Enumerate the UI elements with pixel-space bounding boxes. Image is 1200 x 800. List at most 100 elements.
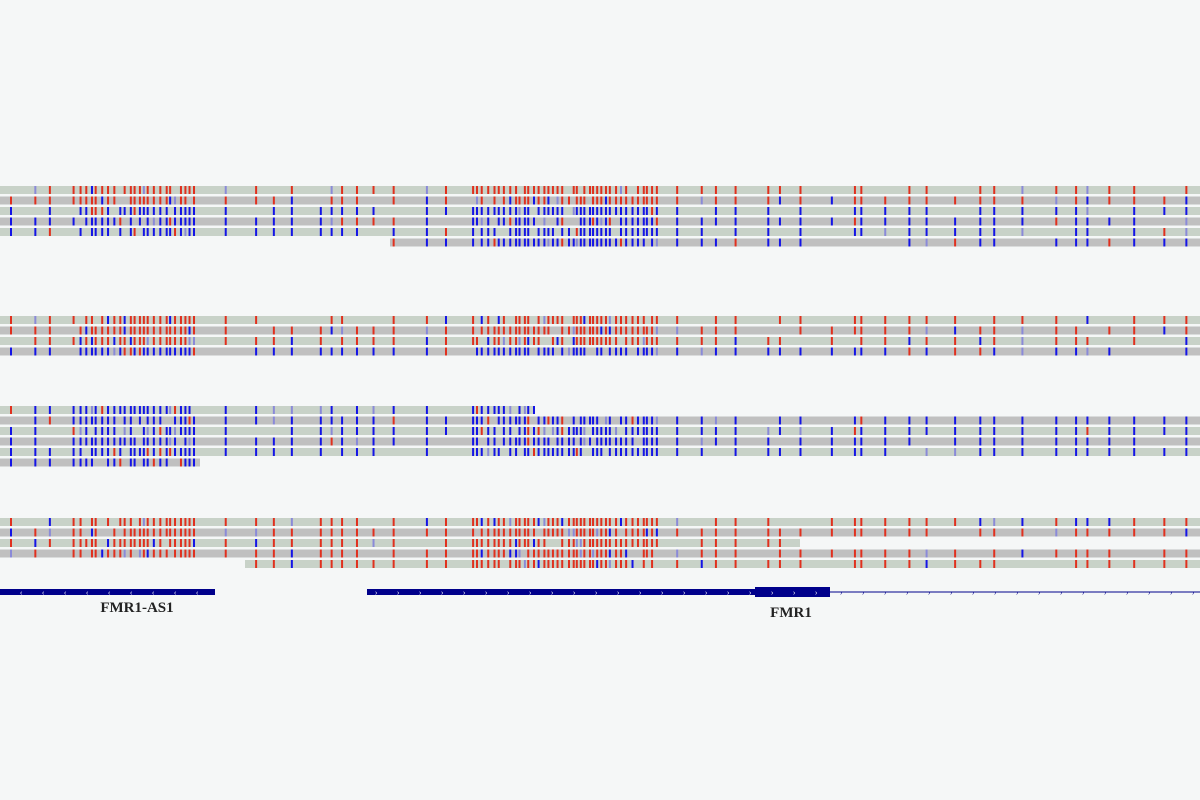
strand-arrow: ›	[1192, 590, 1195, 597]
methylation-call	[572, 518, 575, 526]
methylation-call	[651, 186, 654, 194]
methylation-call	[224, 427, 227, 435]
methylation-call	[700, 217, 703, 226]
methylation-call	[142, 406, 145, 414]
strand-arrow: ›	[705, 590, 708, 597]
methylation-call	[169, 437, 172, 446]
methylation-call	[159, 448, 162, 456]
methylation-call	[165, 437, 168, 446]
methylation-call	[1086, 207, 1089, 215]
methylation-call	[341, 437, 344, 446]
methylation-call	[502, 528, 505, 537]
methylation-call	[615, 207, 618, 215]
methylation-call	[341, 326, 344, 335]
methylation-call	[523, 560, 526, 568]
methylation-call	[596, 207, 599, 215]
methylation-call	[169, 316, 172, 324]
methylation-call	[651, 207, 654, 215]
methylation-call	[645, 416, 648, 425]
methylation-call	[1075, 448, 1078, 456]
methylation-call	[676, 337, 679, 345]
methylation-call	[515, 539, 518, 547]
methylation-call	[179, 416, 182, 425]
methylation-call	[642, 416, 645, 425]
methylation-call	[146, 416, 149, 425]
methylation-call	[193, 326, 196, 335]
methylation-call	[642, 549, 645, 558]
methylation-call	[523, 448, 526, 456]
methylation-call	[572, 186, 575, 194]
methylation-call	[515, 347, 518, 356]
methylation-call	[642, 337, 645, 345]
methylation-call	[472, 518, 475, 526]
methylation-call	[497, 238, 500, 247]
methylation-call	[551, 448, 554, 456]
methylation-call	[556, 560, 559, 568]
methylation-call	[1075, 326, 1078, 335]
methylation-call	[472, 560, 475, 568]
methylation-call	[993, 217, 996, 226]
methylation-call	[631, 448, 634, 456]
methylation-call	[515, 337, 518, 345]
methylation-call	[925, 316, 928, 324]
methylation-call	[1021, 337, 1024, 345]
methylation-call	[487, 316, 490, 324]
methylation-call	[165, 196, 168, 205]
methylation-call	[954, 217, 957, 226]
methylation-call	[575, 228, 578, 236]
methylation-call	[188, 326, 191, 335]
methylation-call	[1108, 448, 1111, 456]
methylation-call	[184, 196, 187, 205]
methylation-call	[604, 528, 607, 537]
methylation-call	[475, 186, 478, 194]
methylation-call	[272, 560, 275, 568]
methylation-call	[184, 406, 187, 414]
methylation-call	[179, 448, 182, 456]
methylation-call	[575, 427, 578, 435]
methylation-call	[575, 539, 578, 547]
methylation-call	[392, 528, 395, 537]
methylation-call	[714, 518, 717, 526]
methylation-call	[179, 316, 182, 324]
methylation-call	[497, 560, 500, 568]
methylation-call	[537, 326, 540, 335]
methylation-call	[979, 196, 982, 205]
methylation-call	[532, 186, 535, 194]
methylation-call	[799, 528, 802, 537]
methylation-call	[184, 416, 187, 425]
gene-exon	[755, 587, 830, 597]
strand-arrow: ›	[419, 590, 422, 597]
methylation-call	[532, 560, 535, 568]
methylation-call	[472, 316, 475, 324]
methylation-call	[10, 528, 12, 537]
methylation-call	[543, 196, 546, 205]
methylation-call	[1086, 549, 1089, 558]
methylation-call	[583, 337, 586, 345]
methylation-call	[10, 326, 12, 335]
methylation-call	[908, 186, 911, 194]
methylation-call	[579, 539, 582, 547]
methylation-call	[480, 528, 483, 537]
methylation-call	[596, 427, 599, 435]
methylation-call	[174, 316, 177, 324]
methylation-call	[509, 448, 512, 456]
methylation-call	[169, 186, 172, 194]
methylation-call	[392, 539, 395, 547]
methylation-call	[518, 238, 521, 247]
methylation-call	[619, 316, 622, 324]
methylation-call	[543, 427, 546, 435]
methylation-call	[551, 560, 554, 568]
methylation-call	[159, 437, 162, 446]
methylation-call	[583, 427, 586, 435]
methylation-call	[799, 196, 802, 205]
methylation-call	[579, 337, 582, 345]
methylation-call	[575, 518, 578, 526]
methylation-call	[480, 207, 483, 215]
methylation-call	[129, 316, 132, 324]
methylation-call	[608, 217, 611, 226]
methylation-call	[472, 549, 475, 558]
methylation-call	[853, 448, 856, 456]
methylation-call	[319, 228, 322, 236]
methylation-call	[480, 217, 483, 226]
methylation-call	[487, 448, 490, 456]
